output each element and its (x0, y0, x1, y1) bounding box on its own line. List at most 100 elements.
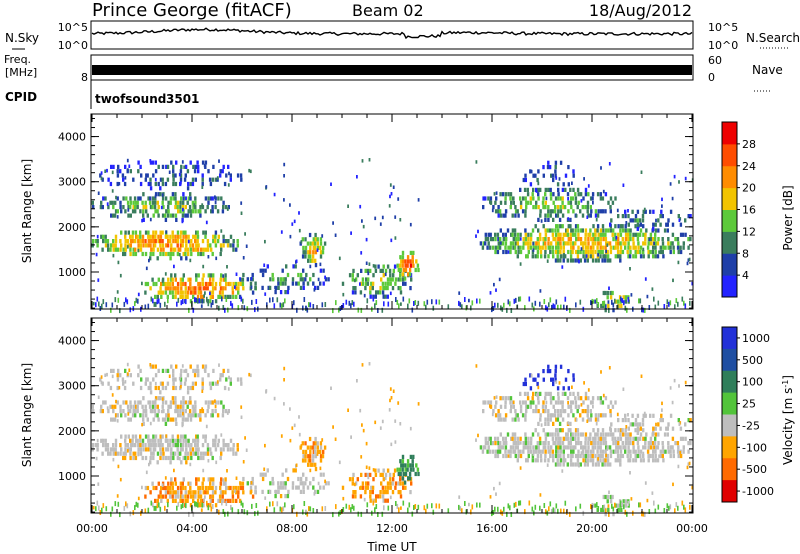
power-cell (599, 192, 602, 197)
power-cell (489, 291, 492, 295)
velocity-cell (569, 391, 572, 396)
velocity-cell (481, 449, 485, 454)
power-cell (546, 259, 549, 263)
power-cell (159, 251, 162, 257)
power-cell (182, 196, 185, 201)
power-cell (399, 267, 402, 273)
velocity-cell (174, 377, 177, 382)
power-cell (549, 192, 553, 197)
power-cell (653, 241, 655, 246)
power-cell (356, 175, 358, 179)
power-cell (197, 251, 200, 257)
velocity-cell (489, 400, 493, 405)
velocity-cell (153, 447, 157, 452)
power-cell (399, 273, 402, 278)
power-cell (149, 159, 152, 163)
velocity-cell (166, 498, 169, 503)
power-cell (167, 205, 170, 210)
power-cell (542, 224, 545, 229)
velocity-cell (228, 375, 230, 380)
power-cell (134, 209, 137, 214)
power-cell (514, 205, 517, 210)
power-cell (306, 307, 309, 313)
power-cell (179, 247, 182, 252)
velocity-cell (194, 438, 197, 443)
power-cell (367, 277, 370, 282)
velocity-cell (210, 506, 213, 512)
velocity-cell (227, 409, 230, 414)
velocity-cell (350, 435, 352, 439)
velocity-cell (502, 441, 505, 446)
power-cell (605, 249, 607, 254)
velocity-cell (617, 441, 620, 446)
velocity-cell (617, 436, 620, 441)
power-cell (182, 299, 184, 304)
power-cell (372, 264, 375, 268)
velocity-cell (144, 434, 148, 439)
velocity-cell (399, 459, 402, 464)
power-cell (636, 237, 640, 242)
velocity-cell (164, 455, 168, 461)
power-cell (156, 209, 159, 214)
velocity-cell (222, 447, 225, 452)
velocity-cell (566, 432, 569, 437)
velocity-cell (126, 503, 129, 509)
power-cell (502, 237, 505, 242)
velocity-cell (204, 438, 207, 443)
power-cell (136, 205, 139, 210)
power-cell (342, 292, 345, 297)
velocity-cell (226, 469, 228, 473)
power-cell (567, 200, 570, 205)
velocity-cell (236, 377, 240, 382)
velocity-cell (209, 447, 212, 452)
power-cell (672, 278, 674, 283)
power-cell (222, 200, 225, 205)
velocity-cell (197, 502, 199, 508)
velocity-cell (127, 417, 130, 422)
power-cell (119, 200, 122, 205)
power-cell (524, 209, 527, 214)
power-cell (195, 243, 198, 248)
velocity-cell (559, 441, 562, 446)
power-cell (529, 245, 533, 250)
velocity-cell (184, 455, 187, 461)
power-cell (425, 304, 427, 310)
velocity-cell (431, 503, 433, 509)
velocity-cell (174, 438, 177, 443)
power-cell (554, 232, 558, 237)
velocity-cell (569, 445, 572, 450)
velocity-cell (134, 413, 137, 418)
power-cell (280, 230, 283, 234)
velocity-cell (524, 377, 527, 382)
velocity-cell (182, 477, 185, 482)
power-cell (159, 192, 162, 197)
velocity-cell (572, 391, 575, 396)
power-cell (540, 219, 543, 223)
power-cell (171, 192, 175, 197)
velocity-cell (105, 506, 108, 512)
power-cell (189, 281, 192, 287)
power-cell (341, 281, 345, 286)
velocity-cell (323, 445, 327, 450)
velocity-cell (341, 485, 345, 490)
velocity-cell (251, 476, 254, 482)
velocity-cell (531, 396, 534, 401)
power-cell (600, 166, 602, 170)
power-cell (642, 247, 645, 252)
nsky-strip: N.Sky 10^5 10^0 10^5 10^0 N.Search (5, 20, 800, 52)
power-cell (199, 286, 202, 291)
velocity-cell (161, 368, 165, 373)
power-cell (616, 245, 620, 250)
power-cell (399, 290, 403, 295)
velocity-cell (132, 381, 135, 386)
power-cell (636, 209, 640, 214)
power-cell (672, 249, 675, 255)
power-cell (597, 232, 600, 237)
power-cell (611, 299, 613, 305)
power-cell (569, 237, 572, 242)
power-cell (222, 274, 225, 278)
power-cell (222, 243, 225, 248)
power-cell (526, 254, 529, 259)
velocity-cell (564, 458, 567, 463)
power-cell (614, 298, 616, 304)
